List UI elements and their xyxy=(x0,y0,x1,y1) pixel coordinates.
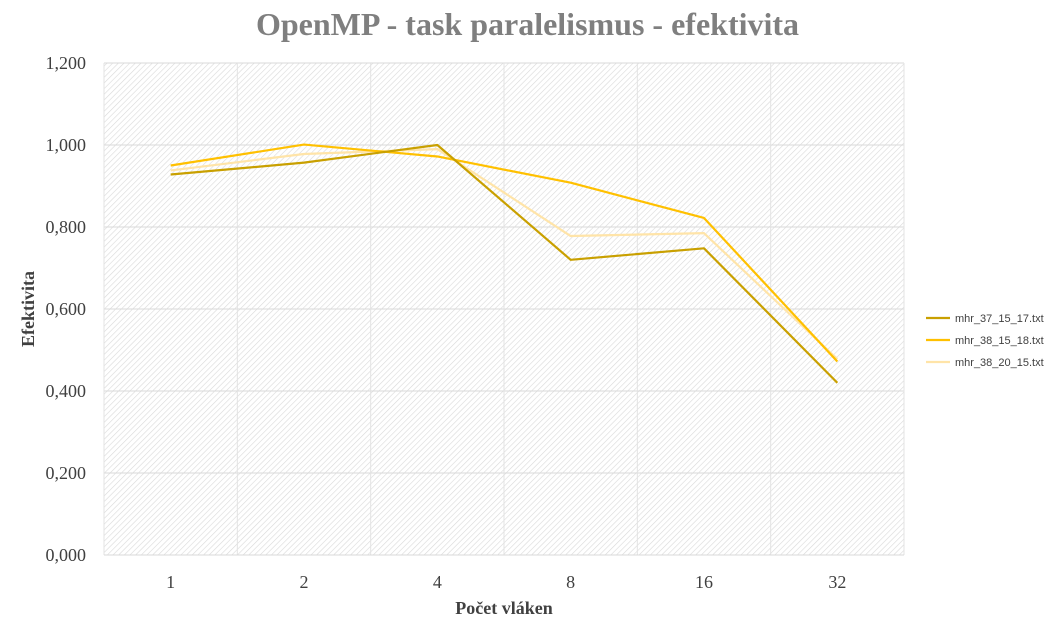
series-line xyxy=(170,143,839,363)
series-line xyxy=(170,143,839,384)
y-tick-labels: 0,000 0,200 0,400 0,600 0,800 1,000 1,200 xyxy=(46,53,87,565)
series-lines xyxy=(170,143,839,384)
y-tick-label: 1,000 xyxy=(46,135,87,155)
x-tick-labels: 1 2 4 8 16 32 xyxy=(166,572,846,592)
legend-entry: mhr_38_15_18.txt xyxy=(955,335,1044,347)
x-tick-label: 32 xyxy=(828,572,846,592)
y-tick-label: 0,400 xyxy=(46,381,87,401)
grid-lines xyxy=(103,62,905,556)
x-tick-label: 4 xyxy=(433,572,442,592)
y-axis-title: Efektivita xyxy=(18,271,38,347)
x-axis-title: Počet vláken xyxy=(455,598,552,618)
y-tick-label: 0,000 xyxy=(46,545,87,565)
y-tick-label: 0,200 xyxy=(46,463,87,483)
y-tick-label: 0,800 xyxy=(46,217,87,237)
legend-entry: mhr_37_15_17.txt xyxy=(955,313,1044,325)
x-tick-label: 16 xyxy=(695,572,713,592)
x-tick-label: 2 xyxy=(300,572,309,592)
x-tick-label: 1 xyxy=(166,572,175,592)
y-tick-label: 0,600 xyxy=(46,299,87,319)
legend: mhr_37_15_17.txt mhr_38_15_18.txt mhr_38_2… xyxy=(926,313,1044,369)
chart-title: OpenMP - task paralelismus - efektivita xyxy=(255,6,800,42)
series-line xyxy=(170,148,839,360)
x-tick-label: 8 xyxy=(566,572,575,592)
y-tick-label: 1,200 xyxy=(46,53,87,73)
legend-entry: mhr_38_20_15.txt xyxy=(955,357,1044,369)
